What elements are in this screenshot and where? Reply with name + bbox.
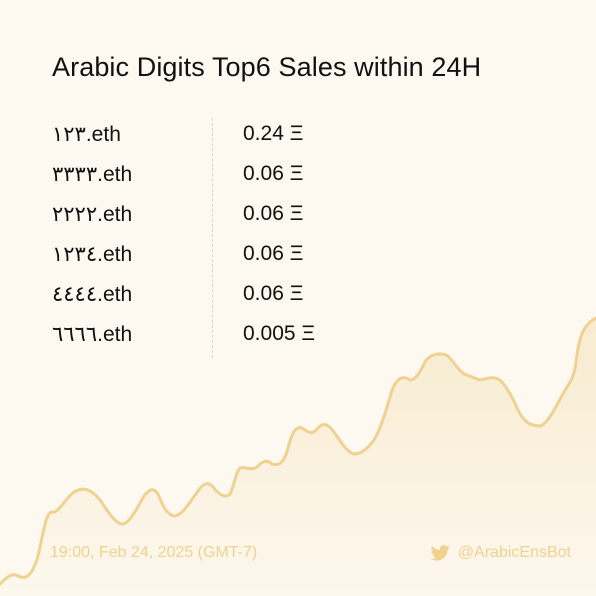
sale-price: 0.06 Ξ — [243, 202, 304, 225]
sale-price: 0.06 Ξ — [243, 162, 304, 185]
domain-name: ٣٣٣٣.eth — [52, 163, 133, 186]
domain-name: ٢٢٢٢.eth — [52, 203, 133, 226]
column-divider — [212, 118, 213, 358]
twitter-handle: @ArabicEnsBot — [457, 544, 571, 561]
domain-name: ٤٤٤٤.eth — [52, 283, 133, 306]
page-title: Arabic Digits Top6 Sales within 24H — [52, 52, 482, 82]
list-item: ٦٦٦٦.eth 0.005 Ξ — [52, 316, 372, 356]
sale-price: 0.24 Ξ — [243, 122, 304, 145]
sale-price: 0.06 Ξ — [243, 282, 304, 305]
sale-price: 0.005 Ξ — [243, 322, 316, 345]
list-item: ٤٤٤٤.eth 0.06 Ξ — [52, 276, 372, 316]
domain-name: ١٢٣.eth — [52, 123, 121, 146]
list-item: ٢٢٢٢.eth 0.06 Ξ — [52, 196, 372, 236]
list-item: ١٢٣٤.eth 0.06 Ξ — [52, 236, 372, 276]
list-item: ١٢٣.eth 0.24 Ξ — [52, 116, 372, 156]
domain-name: ١٢٣٤.eth — [52, 243, 133, 266]
sale-price: 0.06 Ξ — [243, 242, 304, 265]
background-chart-area — [0, 318, 596, 596]
twitter-handle-link[interactable]: @ArabicEnsBot — [430, 544, 571, 562]
domain-name: ٦٦٦٦.eth — [52, 323, 133, 346]
sales-list: ١٢٣.eth 0.24 Ξ ٣٣٣٣.eth 0.06 Ξ ٢٢٢٢.eth … — [52, 116, 372, 356]
timestamp: 19:00, Feb 24, 2025 (GMT-7) — [50, 544, 258, 561]
twitter-icon — [430, 545, 450, 561]
list-item: ٣٣٣٣.eth 0.06 Ξ — [52, 156, 372, 196]
background-chart-line — [0, 316, 596, 586]
